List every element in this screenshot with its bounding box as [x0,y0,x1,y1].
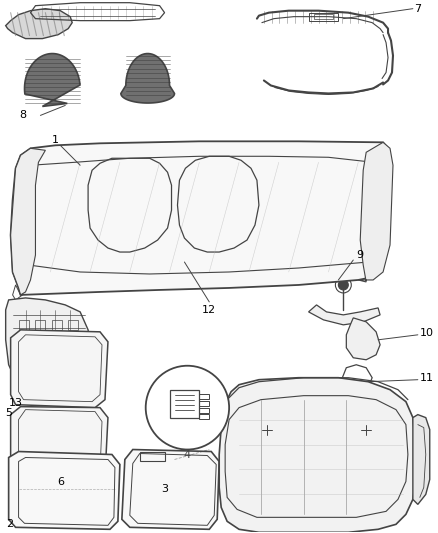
Polygon shape [219,378,416,532]
Bar [240,503,254,516]
Polygon shape [6,298,92,394]
Text: 2: 2 [6,519,13,529]
Polygon shape [346,318,380,360]
Circle shape [146,366,229,449]
Polygon shape [309,305,380,325]
Text: 11: 11 [420,373,434,383]
Text: 4: 4 [184,449,191,459]
Text: 5: 5 [6,408,13,418]
Polygon shape [6,9,72,38]
Bar [379,401,393,415]
Polygon shape [11,148,46,295]
Text: 8: 8 [19,110,26,120]
Text: 12: 12 [202,305,216,315]
Text: 1: 1 [52,135,59,146]
Bar [240,401,254,415]
Text: 3: 3 [161,484,168,495]
Circle shape [339,280,348,290]
Polygon shape [11,407,108,484]
Polygon shape [413,415,430,504]
Text: 13: 13 [9,398,23,408]
Polygon shape [122,449,219,529]
Text: 6: 6 [57,478,64,488]
Bar [376,503,390,516]
Polygon shape [25,54,80,107]
Polygon shape [11,330,108,408]
Polygon shape [11,141,390,295]
Text: 7: 7 [414,4,421,14]
Polygon shape [121,54,174,103]
Text: 10: 10 [420,328,434,338]
Polygon shape [358,142,393,282]
Polygon shape [9,451,120,529]
Text: 9: 9 [356,250,364,260]
